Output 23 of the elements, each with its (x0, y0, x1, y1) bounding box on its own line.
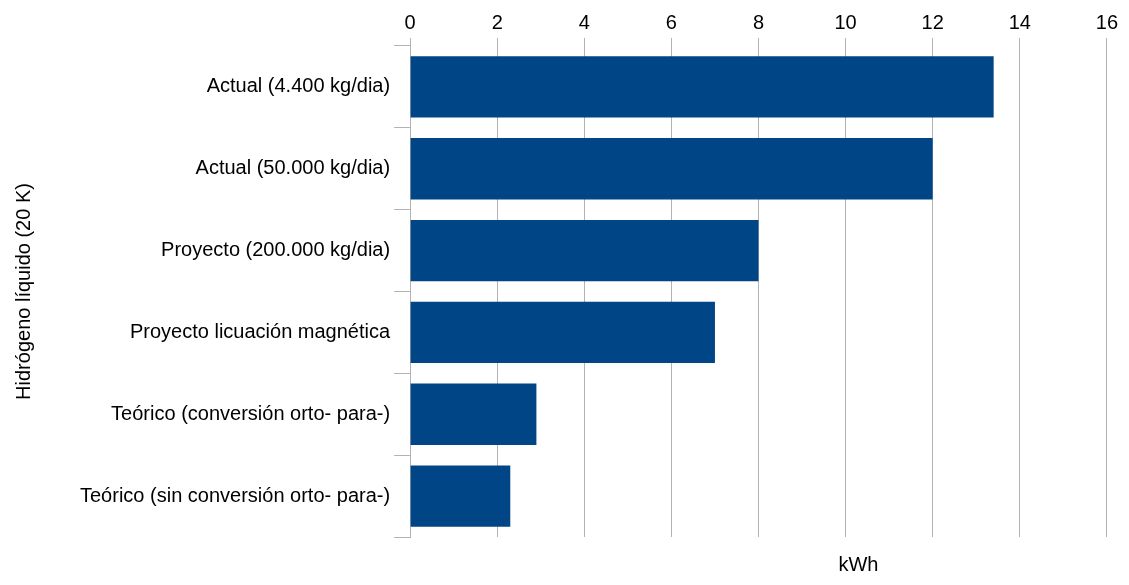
y-tick-label: Teórico (conversión orto- para-) (111, 401, 391, 424)
bar (410, 465, 511, 527)
x-tick-label: 12 (921, 10, 944, 33)
x-tick-label: 16 (1095, 10, 1118, 33)
x-tick-label: 14 (1008, 10, 1031, 33)
x-tick-label: 6 (665, 10, 677, 33)
x-tick-label: 8 (752, 10, 765, 33)
y-tick-label: Actual (50.000 kg/dia) (195, 156, 391, 179)
y-tick-label: Proyecto licuación magnética (129, 319, 391, 342)
x-tick-label: 0 (404, 10, 416, 33)
y-tick-label: Proyecto (200.000 kg/dia) (161, 238, 391, 261)
x-tick-label: 2 (491, 10, 503, 33)
bar (410, 56, 994, 118)
y-tick-label: Actual (4.400 kg/dia) (206, 74, 391, 97)
bar (410, 301, 715, 364)
y-tick-label: Teórico (sin conversión orto- para-) (79, 483, 391, 506)
bar (410, 138, 933, 200)
bar (410, 219, 759, 282)
bar (410, 383, 537, 445)
x-tick-label: 10 (834, 10, 857, 33)
y-axis-title: Hidrógeno líquido (20 K) (11, 183, 34, 400)
x-axis-title: kWh (838, 552, 879, 575)
x-tick-label: 4 (578, 10, 590, 33)
